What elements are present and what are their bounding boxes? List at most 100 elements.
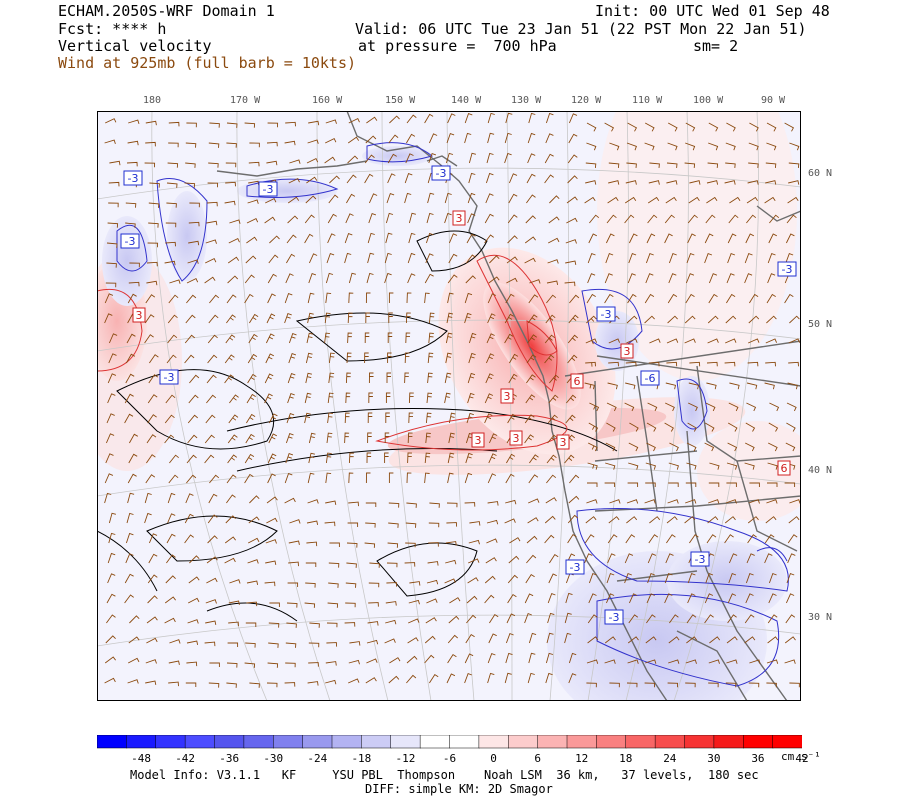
wind-barb: [607, 553, 616, 564]
svg-text:-3: -3: [436, 167, 447, 180]
wind-barb: [104, 313, 113, 324]
wind-barb: [249, 495, 260, 504]
wind-barb: [789, 499, 801, 504]
valid-time: Valid: 06 UTC Tue 23 Jan 51 (22 PST Mon …: [355, 20, 807, 38]
wind-barb: [348, 272, 357, 284]
wind-barb: [106, 242, 118, 248]
wind-barb: [664, 593, 673, 604]
wind-barb: [106, 262, 117, 268]
contour-line: [146, 515, 278, 562]
wind-barb: [465, 633, 475, 644]
wind-barb: [125, 553, 134, 564]
wind-barb: [307, 139, 319, 144]
wind-barb: [289, 519, 301, 524]
wind-barb: [504, 152, 512, 164]
wind-barb: [345, 602, 356, 608]
wind-barb: [445, 152, 454, 164]
wind-barb: [668, 482, 679, 487]
wind-barb: [565, 414, 576, 424]
wind-barb: [564, 632, 572, 644]
wind-barb: [146, 261, 158, 267]
wind-barb: [385, 601, 397, 606]
wind-barb: [164, 596, 176, 604]
wind-barb: [127, 140, 139, 146]
colorbar-swatch: [214, 735, 245, 749]
wind-barb: [484, 234, 494, 244]
wind-barb: [609, 499, 621, 504]
wind-barb: [546, 454, 557, 464]
wind-barb: [406, 133, 416, 144]
wind-barb: [647, 553, 657, 564]
wind-barb: [668, 273, 677, 284]
contour-line: [476, 254, 558, 392]
wind-barb: [728, 573, 737, 584]
wind-barb: [207, 182, 219, 188]
wind-barb: [647, 196, 660, 204]
wind-barb: [168, 142, 179, 148]
wind-barb: [425, 617, 437, 624]
wind-barb: [485, 353, 495, 364]
wind-barb: [704, 614, 714, 624]
wind-barb: [468, 558, 480, 564]
wind-barb: [404, 352, 410, 364]
wind-barb: [364, 352, 369, 364]
wind-barb: [166, 533, 176, 544]
contour-layer: [97, 142, 789, 687]
colorbar-swatch: [184, 735, 216, 749]
lon-label-180: 180: [143, 95, 162, 106]
wind-barb: [406, 674, 417, 684]
wind-barb: [689, 534, 699, 544]
wind-barb: [108, 202, 119, 208]
wind-barb: [266, 517, 278, 524]
wind-barb: [606, 573, 615, 584]
colorbar-tick-label: 30: [707, 752, 721, 765]
wind-barb: [785, 233, 795, 244]
wind-barb: [746, 553, 755, 564]
positive-contour-label: 3: [452, 210, 466, 226]
negative-contour-label: -3: [431, 165, 451, 181]
wind-barb: [327, 412, 333, 424]
wind-barb: [124, 594, 134, 604]
wind-barb: [586, 122, 597, 132]
wind-barb: [287, 196, 300, 204]
wind-barb: [206, 374, 217, 384]
wind-barb: [108, 353, 117, 364]
wind-barb: [364, 173, 374, 184]
wind-barb: [427, 372, 433, 384]
wind-barb: [707, 516, 719, 524]
wind-barb: [447, 113, 456, 124]
wind-barb: [184, 534, 194, 544]
wind-barb: [447, 472, 454, 484]
wind-barb: [567, 154, 578, 164]
wind-barb: [407, 432, 413, 444]
wind-barb: [144, 162, 156, 168]
wind-barb: [587, 253, 596, 264]
wind-barb: [665, 553, 674, 564]
wind-barb: [387, 332, 393, 343]
wind-barb: [186, 640, 199, 645]
colorbar-tick-label: -36: [219, 752, 240, 765]
wind-barb: [464, 132, 472, 144]
svg-text:-3: -3: [609, 611, 620, 624]
wind-barb: [206, 577, 218, 584]
wind-barb: [207, 354, 218, 364]
wind-barb: [224, 354, 235, 364]
colorbar-tick-label: 0: [490, 752, 497, 765]
wind-barb: [664, 573, 673, 584]
wind-barb: [766, 293, 776, 304]
wind-barb: [687, 233, 696, 244]
wind-barb: [648, 180, 660, 185]
wind-barb: [266, 496, 278, 504]
negative-contour-label: -3: [123, 170, 143, 186]
wind-barb: [528, 652, 536, 664]
wind-barb: [667, 122, 678, 132]
wind-barb: [504, 672, 512, 684]
wind-barb: [684, 315, 696, 324]
wind-barb: [789, 142, 800, 151]
wind-barb: [128, 119, 140, 125]
wind-barb: [264, 216, 276, 224]
wind-barb: [169, 454, 179, 464]
wind-barb: [127, 492, 135, 504]
coastline-segment: [676, 630, 748, 701]
wind-barb: [464, 312, 472, 324]
